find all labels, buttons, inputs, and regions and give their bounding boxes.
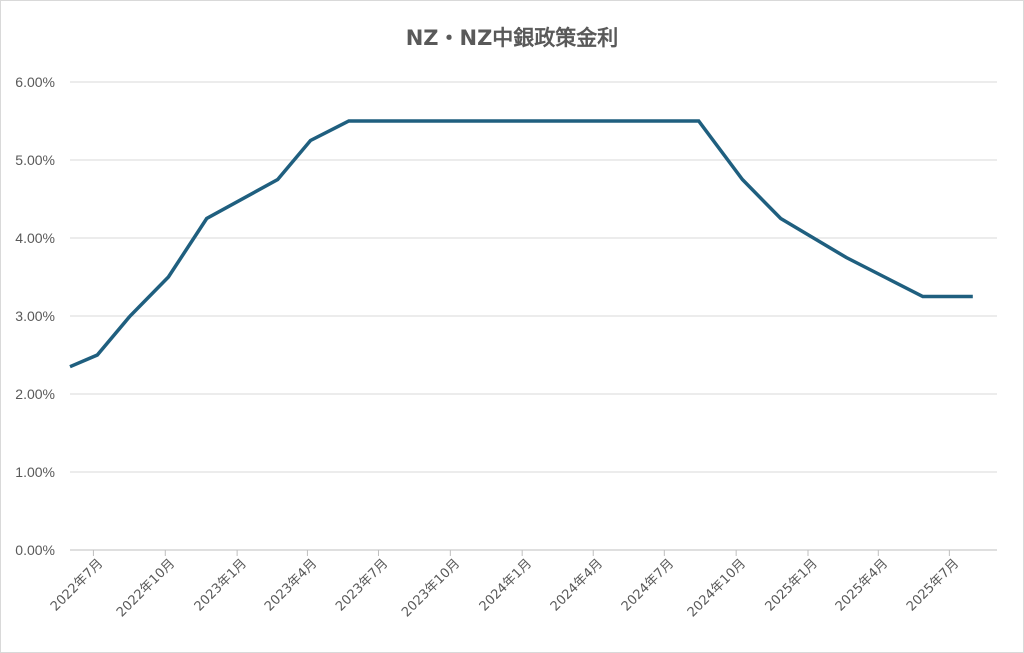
x-tick-label: 2023年7月 <box>333 556 391 614</box>
x-tick-label: 2024年7月 <box>619 556 677 614</box>
x-tick-label: 2023年4月 <box>262 556 320 614</box>
x-tick-label: 2024年10月 <box>685 556 749 620</box>
x-tick-label: 2025年7月 <box>904 556 962 614</box>
series-line <box>69 119 973 369</box>
x-tick-label: 2024年1月 <box>477 556 535 614</box>
y-tick-label: 6.00% <box>15 74 55 90</box>
y-tick-label: 0.00% <box>15 542 55 558</box>
chart-title: NZ・NZ中銀政策金利 <box>405 26 619 50</box>
x-tick-label: 2022年10月 <box>114 556 178 620</box>
y-tick-label: 1.00% <box>15 464 55 480</box>
x-tick-label: 2023年1月 <box>192 556 250 614</box>
series-lines <box>69 119 973 369</box>
x-tick-label: 2024年4月 <box>548 556 606 614</box>
x-axis <box>92 550 950 556</box>
x-tick-label: 2025年4月 <box>833 556 891 614</box>
x-tick-label: 2023年10月 <box>399 556 463 620</box>
y-axis-tick-labels: 0.00% 1.00% 2.00% 3.00% 4.00% 5.00% 6.00% <box>15 74 55 558</box>
x-tick-label: 2025年1月 <box>763 556 821 614</box>
x-tick-label: 2022年7月 <box>48 556 106 614</box>
y-tick-label: 5.00% <box>15 152 55 168</box>
gridlines <box>70 81 997 551</box>
y-tick-label: 4.00% <box>15 230 55 246</box>
y-tick-label: 3.00% <box>15 308 55 324</box>
x-axis-tick-labels: 2022年7月 2022年10月 2023年1月 2023年4月 2023年7月 2023… <box>48 556 962 620</box>
y-tick-label: 2.00% <box>15 386 55 402</box>
